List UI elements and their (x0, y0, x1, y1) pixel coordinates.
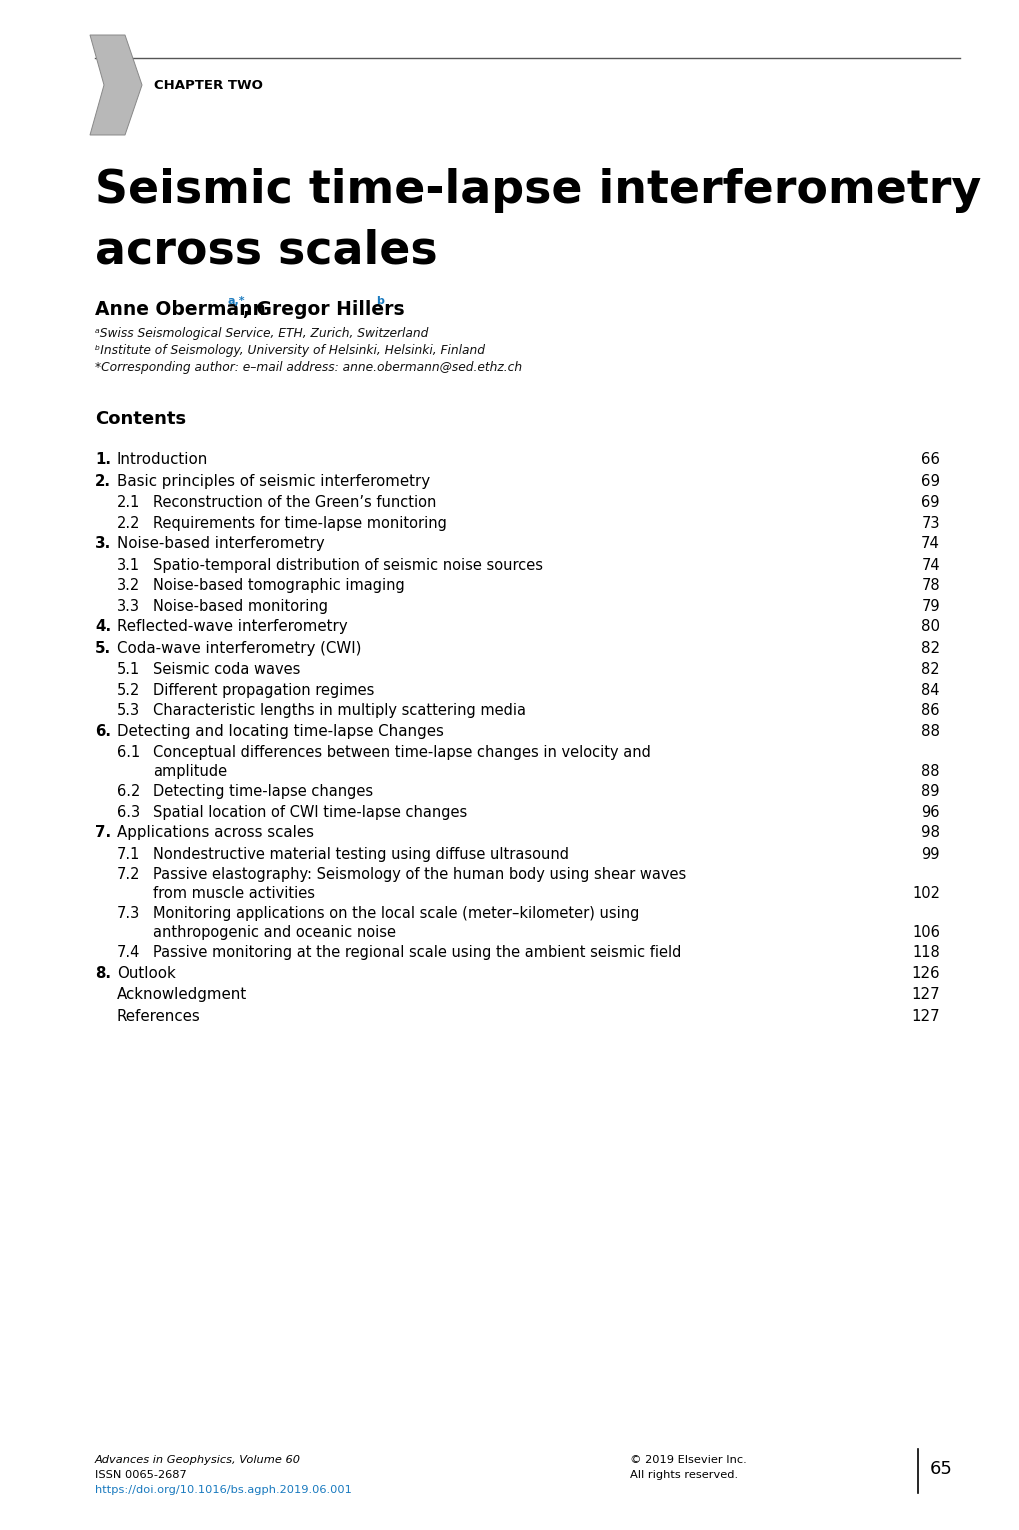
Text: 3.2: 3.2 (117, 578, 141, 594)
Text: 127: 127 (911, 1008, 940, 1024)
Text: 2.: 2. (95, 473, 111, 488)
Text: ISSN 0065-2687: ISSN 0065-2687 (95, 1470, 186, 1480)
Text: 96: 96 (920, 805, 940, 820)
Text: Contents: Contents (95, 410, 185, 428)
Text: 74: 74 (920, 536, 940, 551)
Text: 78: 78 (920, 578, 940, 594)
Text: ᵃSwiss Seismological Service, ETH, Zurich, Switzerland: ᵃSwiss Seismological Service, ETH, Zuric… (95, 327, 428, 340)
Text: 5.2: 5.2 (117, 682, 141, 698)
Text: Coda-wave interferometry (CWI): Coda-wave interferometry (CWI) (117, 641, 361, 655)
Text: 6.3: 6.3 (117, 805, 140, 820)
Text: Advances in Geophysics, Volume 60: Advances in Geophysics, Volume 60 (95, 1455, 301, 1466)
Text: 118: 118 (911, 946, 940, 959)
Text: b: b (376, 295, 383, 306)
Text: Noise-based monitoring: Noise-based monitoring (153, 598, 328, 614)
Text: 6.2: 6.2 (117, 783, 141, 799)
Text: , Gregor Hillers: , Gregor Hillers (243, 300, 405, 318)
Text: 7.2: 7.2 (117, 868, 141, 881)
Text: 6.: 6. (95, 724, 111, 739)
Text: 127: 127 (911, 987, 940, 1002)
Text: 7.1: 7.1 (117, 846, 141, 861)
Text: 2.1: 2.1 (117, 496, 141, 509)
Text: 2.2: 2.2 (117, 516, 141, 531)
Text: 69: 69 (920, 496, 940, 509)
Text: Seismic coda waves: Seismic coda waves (153, 662, 300, 676)
Text: 1.: 1. (95, 451, 111, 467)
Text: 126: 126 (911, 965, 940, 981)
Text: Nondestructive material testing using diffuse ultrasound: Nondestructive material testing using di… (153, 846, 569, 861)
Text: Introduction: Introduction (117, 451, 208, 467)
Text: 66: 66 (920, 451, 940, 467)
Text: 4.: 4. (95, 620, 111, 633)
Text: 3.: 3. (95, 536, 111, 551)
Text: 74: 74 (920, 557, 940, 572)
Text: Noise-based tomographic imaging: Noise-based tomographic imaging (153, 578, 405, 594)
Text: Reflected-wave interferometry: Reflected-wave interferometry (117, 620, 347, 633)
Text: 84: 84 (920, 682, 940, 698)
Text: anthropogenic and oceanic noise: anthropogenic and oceanic noise (153, 926, 395, 939)
Text: 69: 69 (920, 473, 940, 488)
Text: a,*: a,* (228, 295, 246, 306)
Text: Passive monitoring at the regional scale using the ambient seismic field: Passive monitoring at the regional scale… (153, 946, 681, 959)
Text: 82: 82 (920, 641, 940, 655)
Text: Characteristic lengths in multiply scattering media: Characteristic lengths in multiply scatt… (153, 702, 526, 718)
Text: Applications across scales: Applications across scales (117, 825, 314, 840)
Text: Requirements for time-lapse monitoring: Requirements for time-lapse monitoring (153, 516, 446, 531)
Text: Basic principles of seismic interferometry: Basic principles of seismic interferomet… (117, 473, 430, 488)
Text: 7.3: 7.3 (117, 906, 141, 921)
Text: © 2019 Elsevier Inc.: © 2019 Elsevier Inc. (630, 1455, 746, 1466)
Text: 8.: 8. (95, 965, 111, 981)
Text: across scales: across scales (95, 228, 437, 272)
Text: ᵇInstitute of Seismology, University of Helsinki, Helsinki, Finland: ᵇInstitute of Seismology, University of … (95, 344, 484, 356)
Text: 98: 98 (920, 825, 940, 840)
Text: Reconstruction of the Green’s function: Reconstruction of the Green’s function (153, 496, 436, 509)
Text: 99: 99 (920, 846, 940, 861)
Text: Spatio-temporal distribution of seismic noise sources: Spatio-temporal distribution of seismic … (153, 557, 542, 572)
Text: Different propagation regimes: Different propagation regimes (153, 682, 374, 698)
Text: Seismic time-lapse interferometry: Seismic time-lapse interferometry (95, 168, 980, 213)
Text: Conceptual differences between time-lapse changes in velocity and: Conceptual differences between time-laps… (153, 745, 650, 760)
Text: 7.4: 7.4 (117, 946, 141, 959)
Text: 79: 79 (920, 598, 940, 614)
Text: https://doi.org/10.1016/bs.agph.2019.06.001: https://doi.org/10.1016/bs.agph.2019.06.… (95, 1486, 352, 1495)
Text: 5.1: 5.1 (117, 662, 141, 676)
Text: 65: 65 (929, 1460, 952, 1478)
Text: Detecting time-lapse changes: Detecting time-lapse changes (153, 783, 373, 799)
Text: Detecting and locating time-lapse Changes: Detecting and locating time-lapse Change… (117, 724, 443, 739)
Text: 5.3: 5.3 (117, 702, 140, 718)
Text: *Corresponding author: e–mail address: anne.obermann@sed.ethz.ch: *Corresponding author: e–mail address: a… (95, 361, 522, 373)
Text: References: References (117, 1008, 201, 1024)
Text: Monitoring applications on the local scale (meter–kilometer) using: Monitoring applications on the local sca… (153, 906, 639, 921)
Text: 88: 88 (920, 724, 940, 739)
Text: Outlook: Outlook (117, 965, 175, 981)
Text: 89: 89 (920, 783, 940, 799)
Text: 80: 80 (920, 620, 940, 633)
Text: 3.1: 3.1 (117, 557, 140, 572)
Text: All rights reserved.: All rights reserved. (630, 1470, 738, 1480)
Text: 6.1: 6.1 (117, 745, 141, 760)
Text: Passive elastography: Seismology of the human body using shear waves: Passive elastography: Seismology of the … (153, 868, 686, 881)
Text: amplitude: amplitude (153, 763, 227, 779)
Text: Noise-based interferometry: Noise-based interferometry (117, 536, 324, 551)
Text: 73: 73 (920, 516, 940, 531)
Text: 3.3: 3.3 (117, 598, 140, 614)
Polygon shape (90, 35, 142, 135)
Text: 106: 106 (911, 926, 940, 939)
Text: 82: 82 (920, 662, 940, 676)
Text: Acknowledgment: Acknowledgment (117, 987, 247, 1002)
Text: CHAPTER TWO: CHAPTER TWO (154, 78, 263, 92)
Text: 5.: 5. (95, 641, 111, 655)
Text: 7.: 7. (95, 825, 111, 840)
Text: 102: 102 (911, 886, 940, 901)
Text: Spatial location of CWI time-lapse changes: Spatial location of CWI time-lapse chang… (153, 805, 467, 820)
Text: Anne Obermann: Anne Obermann (95, 300, 266, 318)
Text: from muscle activities: from muscle activities (153, 886, 315, 901)
Text: 86: 86 (920, 702, 940, 718)
Text: 88: 88 (920, 763, 940, 779)
